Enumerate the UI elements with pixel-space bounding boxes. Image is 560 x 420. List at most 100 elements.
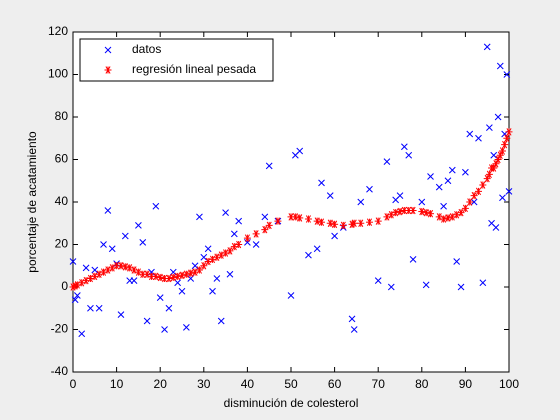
marker (313, 245, 321, 253)
marker-stroke (226, 270, 234, 278)
marker-stroke (488, 219, 495, 227)
marker (139, 270, 147, 279)
marker (326, 219, 334, 228)
marker-stroke (475, 134, 482, 142)
marker (457, 208, 465, 217)
marker (296, 214, 304, 222)
marker-stroke (222, 209, 229, 216)
marker (466, 130, 474, 138)
marker (291, 213, 299, 221)
marker (396, 192, 404, 199)
marker (444, 177, 452, 185)
marker-stroke (348, 315, 356, 323)
marker (78, 278, 86, 287)
marker (440, 215, 448, 223)
marker (191, 262, 199, 270)
marker-stroke (350, 326, 358, 333)
marker (95, 304, 103, 312)
marker (427, 209, 435, 218)
marker (274, 217, 282, 225)
marker-stroke (486, 124, 493, 131)
marker-stroke (287, 292, 295, 299)
y-axis-label: porcentaje de acatamiento (25, 131, 39, 273)
marker (387, 283, 395, 291)
marker (401, 143, 408, 151)
marker (121, 263, 129, 271)
marker (130, 277, 138, 284)
marker (318, 179, 325, 187)
marker (87, 304, 94, 312)
x-tick-label: 40 (241, 377, 255, 391)
marker-stroke (383, 158, 391, 165)
marker (494, 113, 502, 121)
y-tick-label: 60 (55, 152, 69, 166)
marker-stroke (196, 213, 203, 221)
marker (405, 151, 413, 159)
marker-stroke (494, 113, 502, 121)
marker-stroke (87, 304, 94, 312)
marker (187, 269, 195, 277)
marker-stroke (492, 224, 500, 231)
marker-stroke (440, 202, 447, 210)
marker-stroke (209, 287, 216, 295)
marker-stroke (91, 266, 99, 274)
marker (365, 218, 373, 226)
marker (409, 206, 417, 215)
marker (448, 166, 456, 174)
marker (213, 253, 221, 262)
marker (209, 287, 216, 295)
marker-stroke (191, 262, 199, 270)
marker (470, 198, 478, 206)
marker (117, 311, 125, 318)
marker-stroke (121, 232, 129, 240)
marker-stroke (479, 279, 487, 287)
y-tick-label: -20 (51, 322, 69, 336)
legend-marker (104, 46, 112, 54)
marker (204, 245, 212, 253)
x-tick-label: 20 (154, 377, 168, 391)
marker (82, 264, 90, 272)
marker-stroke (296, 147, 304, 155)
marker-stroke (444, 177, 452, 185)
marker-stroke (387, 283, 395, 291)
y-tick-label: 120 (48, 24, 68, 38)
marker-stroke (200, 253, 208, 261)
marker (165, 304, 173, 312)
marker (156, 294, 164, 301)
marker (178, 287, 186, 295)
marker (183, 324, 190, 331)
marker (366, 185, 373, 193)
marker (161, 326, 168, 333)
marker-stroke (261, 213, 269, 221)
y-tick-label: 80 (55, 109, 69, 123)
x-tick-label: 50 (284, 377, 298, 391)
x-tick-label: 60 (328, 377, 342, 391)
marker (326, 192, 334, 199)
marker (156, 273, 164, 282)
marker (217, 317, 225, 325)
marker-stroke (244, 239, 251, 246)
marker (222, 209, 229, 216)
marker-stroke (418, 198, 426, 206)
marker (331, 220, 339, 229)
marker-stroke (174, 279, 181, 287)
marker-stroke (213, 275, 221, 282)
marker-stroke (156, 294, 164, 301)
marker (348, 315, 356, 323)
marker (296, 147, 304, 155)
marker (178, 271, 186, 280)
marker-stroke (183, 324, 190, 331)
marker-stroke (104, 207, 112, 214)
marker-stroke (104, 46, 112, 54)
marker (226, 270, 234, 278)
marker-stroke (483, 43, 491, 51)
marker-stroke (135, 222, 142, 229)
marker (461, 204, 469, 213)
marker-stroke (490, 151, 498, 159)
marker (496, 62, 504, 70)
marker (100, 241, 107, 248)
marker (261, 213, 269, 221)
x-tick-label: 100 (499, 377, 519, 391)
marker (492, 224, 500, 231)
marker (374, 217, 382, 225)
